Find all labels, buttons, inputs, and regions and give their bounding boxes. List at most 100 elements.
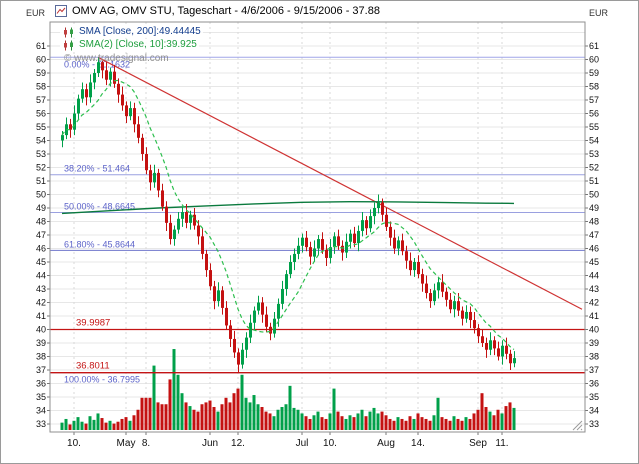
watermark: © www.tradesignal.com bbox=[64, 53, 169, 64]
candle-body bbox=[325, 249, 328, 258]
chart-title: OMV AG, OMV STU, Tageschart - 4/6/2006 -… bbox=[72, 5, 380, 17]
plot-area[interactable] bbox=[50, 22, 585, 432]
candle-body bbox=[157, 172, 160, 191]
y-tick-label-left: 51 bbox=[36, 176, 46, 186]
volume-bar bbox=[336, 411, 340, 430]
candle-body bbox=[401, 240, 404, 252]
y-tick-label-left: 48 bbox=[36, 217, 46, 227]
axis-layer: 33 33 34 34 35 35 36 36 37 37 38 38 39 39 40 40 41 41 42 42… bbox=[36, 41, 599, 449]
volume-bar bbox=[120, 418, 124, 430]
candle-body bbox=[361, 220, 364, 231]
volume-bar bbox=[64, 418, 68, 430]
price-level-layer: 39.9987 36.8011 bbox=[50, 318, 585, 374]
volume-bar bbox=[220, 404, 224, 430]
volume-bar bbox=[300, 413, 304, 430]
volume-bar bbox=[264, 411, 268, 430]
volume-bar bbox=[192, 409, 196, 430]
candle-body bbox=[289, 262, 292, 275]
candle-body bbox=[221, 290, 224, 308]
candle-body bbox=[333, 236, 336, 248]
volume-bar bbox=[148, 397, 152, 430]
volume-bar bbox=[108, 420, 112, 430]
candle-body bbox=[125, 105, 128, 117]
volume-bar bbox=[312, 415, 316, 430]
volume-bar bbox=[360, 409, 364, 430]
candle-body bbox=[205, 253, 208, 271]
candle-body bbox=[241, 349, 244, 365]
y-tick-label-left: 60 bbox=[36, 55, 46, 65]
volume-bar bbox=[376, 413, 380, 430]
volume-bar bbox=[372, 407, 376, 430]
candle-body bbox=[305, 237, 308, 248]
y-tick-label-left: 45 bbox=[36, 257, 46, 267]
candle-body bbox=[101, 62, 104, 71]
volume-bar bbox=[204, 402, 208, 430]
volume-bar bbox=[448, 420, 452, 430]
candle-body bbox=[81, 89, 84, 99]
y-tick-label-left: 50 bbox=[36, 190, 46, 200]
y-tick-label-right: 56 bbox=[589, 109, 599, 119]
y-tick-label-left: 53 bbox=[36, 149, 46, 159]
legend-row-sma200[interactable]: SMA [Close, 200]:49.44445 bbox=[60, 26, 203, 38]
y-tick-label-left: 58 bbox=[36, 82, 46, 92]
y-tick-label-left: 44 bbox=[36, 271, 46, 281]
x-tick-label: 10. bbox=[67, 438, 81, 449]
volume-bar bbox=[212, 407, 216, 430]
candle-body bbox=[389, 226, 392, 238]
volume-bar bbox=[104, 422, 108, 430]
candle-body bbox=[217, 290, 220, 302]
volume-bar bbox=[484, 407, 488, 430]
candle-body bbox=[405, 251, 408, 261]
y-tick-label-right: 52 bbox=[589, 163, 599, 173]
y-axis-unit-right: EUR bbox=[589, 8, 609, 18]
y-tick-label-right: 57 bbox=[589, 95, 599, 105]
candle-body bbox=[197, 225, 200, 237]
volume-bar bbox=[236, 388, 240, 430]
y-axis-unit-left: EUR bbox=[26, 8, 46, 18]
y-tick-label-right: 42 bbox=[589, 298, 599, 308]
volume-bar bbox=[316, 411, 320, 430]
volume-bar bbox=[344, 418, 348, 430]
candle-body bbox=[181, 212, 184, 219]
volume-bar bbox=[404, 420, 408, 430]
candle-body bbox=[141, 137, 144, 154]
candle-body bbox=[73, 113, 76, 130]
candle-body bbox=[461, 310, 464, 319]
volume-bar bbox=[72, 420, 76, 430]
y-tick-label-left: 56 bbox=[36, 109, 46, 119]
candle-body bbox=[173, 229, 176, 240]
candle-body bbox=[309, 247, 312, 257]
candle-body bbox=[441, 282, 444, 292]
y-tick-label-right: 34 bbox=[589, 406, 599, 416]
legend-row-sma10[interactable]: SMA(2) [Close, 10]:39.925 bbox=[60, 39, 199, 51]
x-tick-label: Aug bbox=[377, 438, 395, 449]
candle-body bbox=[249, 322, 252, 338]
candle-body bbox=[513, 358, 516, 364]
y-tick-label-right: 46 bbox=[589, 244, 599, 254]
volume-bar bbox=[472, 413, 476, 430]
candle-body bbox=[469, 311, 472, 321]
volume-bar bbox=[352, 417, 356, 430]
candle-body bbox=[161, 190, 164, 207]
resize-grip[interactable] bbox=[572, 420, 583, 431]
candle-body bbox=[433, 290, 436, 302]
downtrend-line bbox=[97, 56, 583, 310]
candle-body bbox=[301, 237, 304, 246]
y-tick-label-left: 55 bbox=[36, 122, 46, 132]
volume-bar bbox=[216, 411, 220, 430]
volume-bar bbox=[500, 413, 504, 430]
candle-body bbox=[277, 303, 280, 319]
volume-bar bbox=[476, 409, 480, 430]
candle-body bbox=[365, 220, 368, 229]
y-tick-label-right: 49 bbox=[589, 203, 599, 213]
y-tick-label-left: 37 bbox=[36, 365, 46, 375]
volume-bar bbox=[272, 416, 276, 430]
candle-body bbox=[233, 338, 236, 353]
volume-bar bbox=[304, 416, 308, 430]
candle-body bbox=[509, 353, 512, 364]
candle-body bbox=[169, 222, 172, 240]
volume-bar bbox=[452, 416, 456, 430]
candle-body bbox=[493, 340, 496, 349]
candle-body bbox=[189, 214, 192, 223]
